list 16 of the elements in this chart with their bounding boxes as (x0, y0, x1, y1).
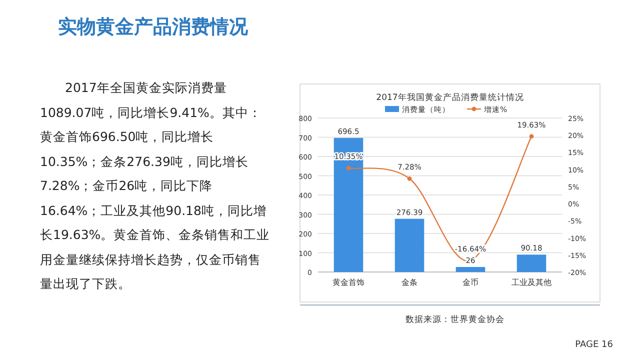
point (407, 176, 412, 181)
text: 实物黄金产品消费情况 (58, 15, 248, 40)
source-note: 数据来源：世界黄金协会 (406, 314, 504, 325)
bar (334, 138, 364, 272)
text: PAGE 16 (575, 340, 613, 350)
x-tick-label: 金条 (402, 278, 418, 287)
bar (516, 254, 546, 272)
x-tick-label: 金币 (462, 278, 478, 287)
x-tick-label: 工业及其他 (512, 278, 552, 287)
bar (394, 218, 424, 272)
chart-title: 2017年我国黄金产品消费量统计情况 (376, 92, 524, 103)
point (346, 166, 351, 170)
x-tick-label: 黄金首饰 (332, 278, 364, 287)
bar (456, 266, 486, 272)
text: 2017年全国黄金实际消费量1089.07吨，同比增长9.41%。其中：黄金首饰696.50吨，同比增长10.35%；金条276.39吨，同比增长7.28%；金币26吨，同比下降16.64%；工业及其他90.18吨，同比增长19.63%。黄金首饰、金条销售和工业用金量继续保持增长趋势，仅金币销售量出现了下跌。 (40, 80, 270, 291)
point (529, 134, 534, 139)
